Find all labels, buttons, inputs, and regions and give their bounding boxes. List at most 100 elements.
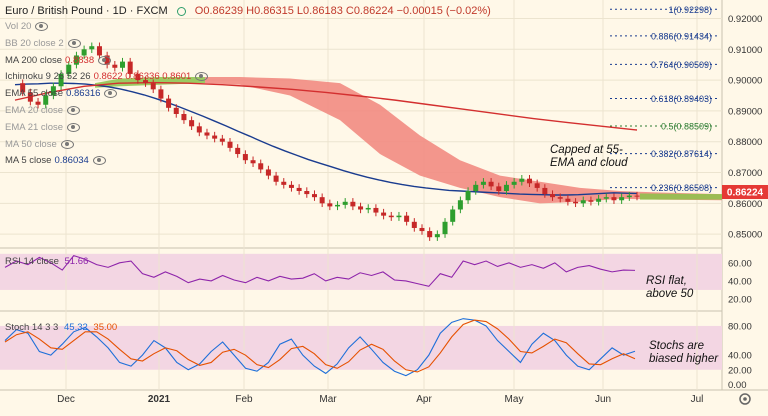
- candle-body: [626, 195, 632, 198]
- price-tick-label: 0.86000: [728, 199, 762, 210]
- candle-body: [526, 178, 532, 184]
- visibility-eye-icon[interactable]: [92, 156, 106, 166]
- price-tick-label: 0.89000: [728, 106, 762, 117]
- interval[interactable]: 1D: [112, 5, 127, 17]
- candle-body: [565, 198, 571, 202]
- indicator-legend-item[interactable]: Ichimoku 9 26 52 26 0.8622 0.86336 0.8601: [5, 71, 209, 83]
- candle-body: [311, 194, 317, 198]
- price-tick-label: 0.91000: [728, 45, 762, 56]
- indicator-legend-item[interactable]: Vol 20: [5, 21, 49, 32]
- candle-body: [596, 198, 602, 202]
- candle-body: [442, 221, 448, 235]
- candle-body: [273, 175, 279, 182]
- indicator-value: 0.86316: [66, 88, 101, 100]
- candle-body: [143, 80, 149, 84]
- time-tick-label: 2021: [148, 394, 171, 405]
- indicator-legend-item[interactable]: EMA 20 close: [5, 105, 81, 116]
- indicator-value: 0.86034: [54, 155, 89, 167]
- time-tick-label: Mar: [319, 394, 337, 405]
- candle-body: [511, 181, 517, 185]
- candle-body: [634, 195, 640, 197]
- indicator-legend-item[interactable]: MA 50 close: [5, 139, 74, 150]
- fib-level-label: 0.618(0.89403): [651, 94, 712, 104]
- candle-body: [288, 184, 294, 188]
- candle-body: [411, 221, 417, 228]
- visibility-eye-icon[interactable]: [67, 38, 81, 48]
- candle-body: [335, 204, 341, 207]
- stoch-d-value: 35.00: [93, 322, 118, 333]
- candle-body: [219, 138, 225, 142]
- visibility-eye-icon[interactable]: [195, 72, 209, 82]
- fib-level-label: 1(0.92298): [668, 5, 712, 15]
- annotation-stoch-line1: Stochs are: [649, 340, 704, 352]
- price-tick-label: 0.85000: [728, 230, 762, 241]
- indicator-legend-item[interactable]: MA 200 close 0.8838: [5, 54, 112, 66]
- chart-header: Euro / British Pound · 1D · FXCM O0.8623…: [5, 5, 491, 17]
- settings-gear-icon[interactable]: [739, 393, 751, 405]
- visibility-eye-icon[interactable]: [98, 55, 112, 65]
- indicator-legend-item[interactable]: BB 20 close 2: [5, 38, 81, 49]
- candle-body: [296, 187, 302, 192]
- symbol-name[interactable]: Euro / British Pound: [5, 5, 103, 17]
- indicator-label: MA 5 close: [5, 155, 52, 167]
- indicator-legend-item[interactable]: EMA 21 close: [5, 121, 81, 133]
- indicator-value: 0.8838: [65, 54, 95, 66]
- stoch-label: Stoch 14 3 3: [5, 322, 59, 333]
- candle-body: [235, 147, 241, 155]
- price-tick-label: 0.87000: [728, 168, 762, 179]
- candle-body: [212, 135, 218, 139]
- candle-body: [265, 169, 271, 176]
- visibility-eye-icon[interactable]: [67, 105, 81, 115]
- candle-body: [227, 141, 233, 148]
- stoch-tick-label: 0.00: [728, 380, 747, 391]
- indicator-legend-item[interactable]: MA 5 close 0.86034: [5, 155, 106, 166]
- status-dot-icon: [176, 6, 186, 16]
- indicator-legend-item[interactable]: EMA 55 close 0.86316: [5, 88, 118, 100]
- candle-body: [319, 197, 325, 204]
- rsi-legend[interactable]: RSI 14 close 51.66: [5, 256, 88, 267]
- indicator-label: EMA 20 close: [5, 105, 64, 116]
- stoch-legend[interactable]: Stoch 14 3 3 45.32 35.00: [5, 322, 117, 333]
- ohlc-values: O0.86239 H0.86315 L0.86183 C0.86224 −0.0…: [194, 5, 491, 17]
- rsi-tick-label: 40.00: [728, 276, 752, 287]
- price-tick-label: 0.88000: [728, 137, 762, 148]
- visibility-eye-icon[interactable]: [104, 89, 118, 99]
- rsi-value: 51.66: [64, 256, 89, 267]
- candle-body: [196, 126, 202, 133]
- candle-body: [281, 181, 287, 185]
- candle-body: [396, 215, 402, 218]
- visibility-eye-icon[interactable]: [67, 122, 81, 132]
- candle-body: [43, 95, 49, 105]
- annotation-capped-line2: EMA and cloud: [550, 157, 628, 169]
- rsi-tick-label: 20.00: [728, 294, 752, 305]
- time-tick-label: Dec: [57, 394, 75, 405]
- candle-body: [304, 191, 310, 195]
- rsi-line: [4, 254, 636, 287]
- candle-body: [465, 191, 471, 201]
- indicator-label: EMA 21 close: [5, 121, 64, 133]
- candle-body: [135, 73, 141, 81]
- candle-body: [573, 201, 579, 204]
- time-tick-label: May: [505, 394, 524, 405]
- candle-body: [496, 186, 502, 192]
- annotation-rsi-line2: above 50: [646, 288, 694, 300]
- candle-body: [150, 83, 156, 90]
- candle-body: [603, 197, 609, 199]
- candle-body: [473, 184, 479, 192]
- rsi-tick-label: 60.00: [728, 258, 752, 269]
- candle-body: [81, 49, 87, 56]
- candle-body: [419, 227, 425, 232]
- candle-body: [588, 200, 594, 202]
- candle-body: [427, 231, 433, 238]
- ichimoku-cloud: [205, 77, 722, 204]
- candle-body: [388, 215, 394, 218]
- candle-body: [96, 46, 102, 56]
- candle-body: [27, 92, 33, 102]
- annotation-rsi-line1: RSI flat,: [646, 275, 687, 287]
- visibility-eye-icon[interactable]: [35, 21, 49, 31]
- price-tag: 0.86224: [727, 188, 764, 199]
- visibility-eye-icon[interactable]: [60, 139, 74, 149]
- indicator-value: 0.8622 0.86336 0.8601: [93, 71, 192, 83]
- candle-body: [519, 178, 525, 182]
